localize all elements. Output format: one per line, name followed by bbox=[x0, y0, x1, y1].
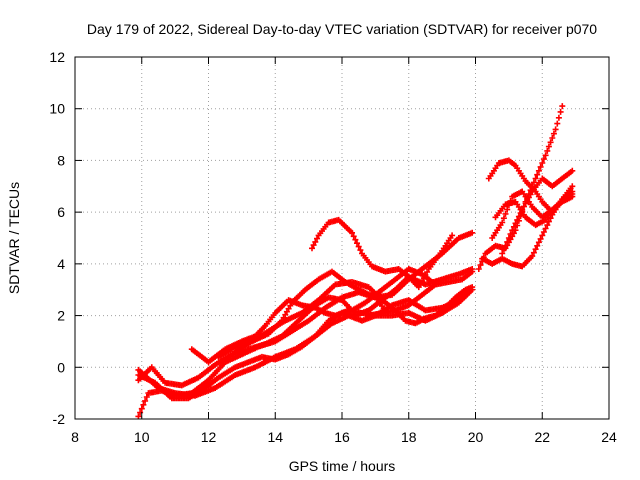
y-tick-label: 8 bbox=[57, 152, 65, 168]
sdtvar-track bbox=[499, 167, 576, 257]
x-tick-label: 22 bbox=[534, 429, 550, 445]
x-tick-label: 24 bbox=[601, 429, 617, 445]
plus-markers bbox=[135, 286, 472, 399]
chart-title: Day 179 of 2022, Sidereal Day-to-day VTE… bbox=[87, 21, 597, 37]
x-tick-label: 16 bbox=[334, 429, 350, 445]
plus-markers bbox=[499, 167, 576, 257]
y-tick-label: 10 bbox=[49, 101, 65, 117]
y-tick-label: -2 bbox=[53, 411, 66, 427]
x-tick-labels: 8 10 12 14 16 18 20 22 24 bbox=[71, 429, 617, 445]
sdtvar-track bbox=[135, 286, 472, 399]
y-tick-label: 2 bbox=[57, 308, 65, 324]
y-axis-title: SDTVAR / TECUs bbox=[6, 182, 22, 294]
y-tick-label: 12 bbox=[49, 49, 65, 65]
x-tick-label: 8 bbox=[71, 429, 79, 445]
sdtvar-track bbox=[489, 188, 576, 241]
y-tick-label: 4 bbox=[57, 256, 65, 272]
y-tick-label: 0 bbox=[57, 359, 65, 375]
x-tick-label: 10 bbox=[134, 429, 150, 445]
data-points bbox=[135, 103, 576, 420]
x-tick-label: 14 bbox=[267, 429, 283, 445]
plus-markers bbox=[489, 188, 576, 241]
sdtvar-track bbox=[365, 284, 476, 327]
y-tick-labels: -2 0 2 4 6 8 10 12 bbox=[49, 49, 65, 427]
sdtvar-track bbox=[309, 216, 456, 291]
plus-markers bbox=[309, 216, 456, 291]
x-tick-label: 18 bbox=[401, 429, 417, 445]
x-tick-label: 20 bbox=[468, 429, 484, 445]
x-axis-title: GPS time / hours bbox=[289, 458, 396, 474]
plot-frame bbox=[74, 56, 610, 420]
x-tick-label: 12 bbox=[201, 429, 217, 445]
y-tick-label: 6 bbox=[57, 204, 65, 220]
plus-markers bbox=[365, 284, 476, 327]
